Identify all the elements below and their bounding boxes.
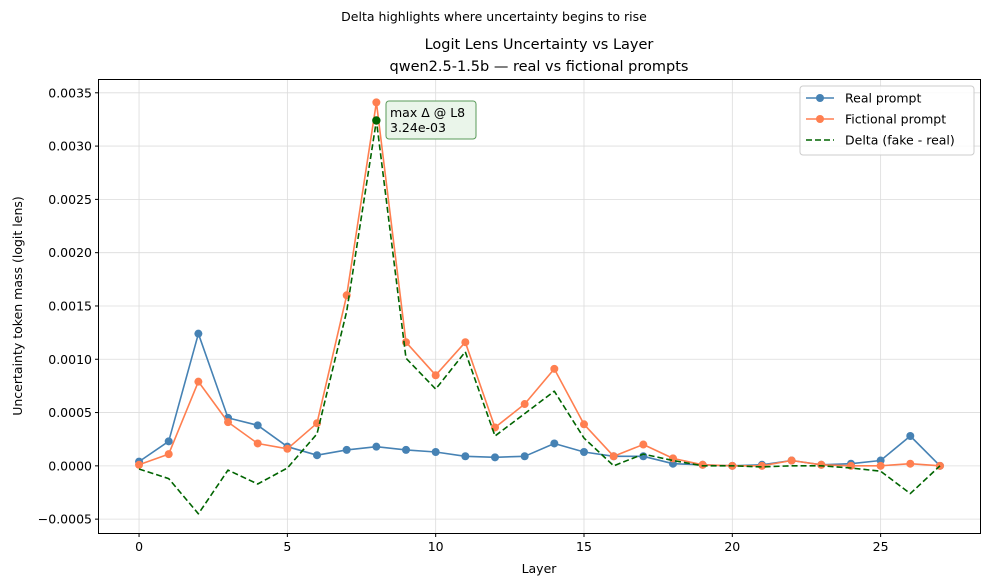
data-point — [194, 329, 203, 338]
data-point — [579, 447, 588, 456]
legend-label: Real prompt — [845, 91, 921, 106]
data-point — [372, 442, 381, 451]
legend-item: Real prompt — [806, 91, 921, 106]
data-point — [194, 377, 203, 386]
legend-marker — [816, 94, 824, 102]
data-point — [579, 420, 588, 429]
chart-title-line1: Logit Lens Uncertainty vs Layer — [425, 37, 654, 53]
max-delta-marker — [372, 116, 381, 125]
y-tick-label: 0.0010 — [48, 352, 92, 367]
max-delta-annotation: max Δ @ L8 3.24e-03 — [385, 100, 477, 140]
x-tick-label: 25 — [873, 539, 889, 554]
x-tick-label: 20 — [724, 539, 740, 554]
legend: Real prompt Fictional prompt Delta (fake -… — [799, 85, 975, 156]
data-point — [550, 364, 559, 373]
y-tick-label: 0.0005 — [48, 405, 92, 420]
data-point — [906, 459, 915, 468]
data-point — [402, 445, 411, 454]
data-point — [876, 461, 885, 470]
legend-label: Delta (fake - real) — [845, 133, 955, 148]
y-axis-label: Uncertainty token mass (logit lens) — [10, 196, 25, 416]
data-point — [372, 98, 381, 107]
axis-ticks: 0 5 10 15 20 25 −0.0005 0.0000 0.0005 0.0010 0.001… — [38, 85, 889, 554]
x-axis-label: Layer — [522, 561, 558, 576]
y-tick-label: 0.0000 — [48, 458, 92, 473]
data-point — [609, 452, 618, 461]
data-point — [491, 453, 500, 462]
data-point — [164, 450, 173, 459]
data-point — [224, 418, 233, 427]
data-point — [698, 460, 707, 469]
x-tick-label: 15 — [576, 539, 592, 554]
figure-suptitle: Delta highlights where uncertainty begin… — [341, 9, 647, 24]
y-tick-label: −0.0005 — [38, 512, 92, 527]
data-point — [787, 456, 796, 465]
data-point — [164, 437, 173, 446]
data-point — [461, 338, 470, 347]
series-line — [138, 119, 941, 515]
legend-frame — [799, 85, 975, 156]
legend-item: Fictional prompt — [806, 112, 946, 127]
x-tick-label: 0 — [135, 539, 143, 554]
x-tick-label: 10 — [428, 539, 444, 554]
data-point — [817, 460, 826, 469]
data-point — [550, 439, 559, 448]
y-tick-label: 0.0030 — [48, 139, 92, 154]
y-tick-label: 0.0015 — [48, 298, 92, 313]
data-point — [520, 452, 529, 461]
y-tick-label: 0.0020 — [48, 245, 92, 260]
data-point — [313, 451, 322, 460]
y-tick-label: 0.0025 — [48, 192, 92, 207]
legend-item: Delta (fake - real) — [806, 133, 955, 148]
legend-marker — [816, 115, 824, 123]
data-point — [431, 447, 440, 456]
data-point — [135, 460, 144, 469]
plot-series — [135, 98, 944, 515]
annotation-line2: 3.24e-03 — [390, 120, 446, 135]
series-real-prompt — [135, 329, 944, 470]
data-point — [906, 432, 915, 441]
data-point — [757, 461, 766, 470]
data-point — [283, 444, 292, 453]
data-point — [253, 439, 262, 448]
data-point — [431, 371, 440, 380]
data-point — [461, 452, 470, 461]
y-tick-label: 0.0035 — [48, 85, 92, 100]
legend-label: Fictional prompt — [845, 112, 946, 127]
series-delta-fake-real — [138, 119, 941, 515]
x-tick-label: 5 — [283, 539, 291, 554]
plot-frame — [98, 79, 981, 534]
data-point — [520, 400, 529, 409]
series-line — [138, 101, 941, 467]
data-point — [253, 421, 262, 430]
data-point — [342, 445, 351, 454]
annotation-line1: max Δ @ L8 — [390, 105, 465, 120]
chart-title-line2: qwen2.5-1.5b — real vs fictional prompts — [390, 59, 689, 75]
data-point — [313, 419, 322, 428]
annotation-box — [385, 100, 477, 140]
data-point — [639, 440, 648, 449]
